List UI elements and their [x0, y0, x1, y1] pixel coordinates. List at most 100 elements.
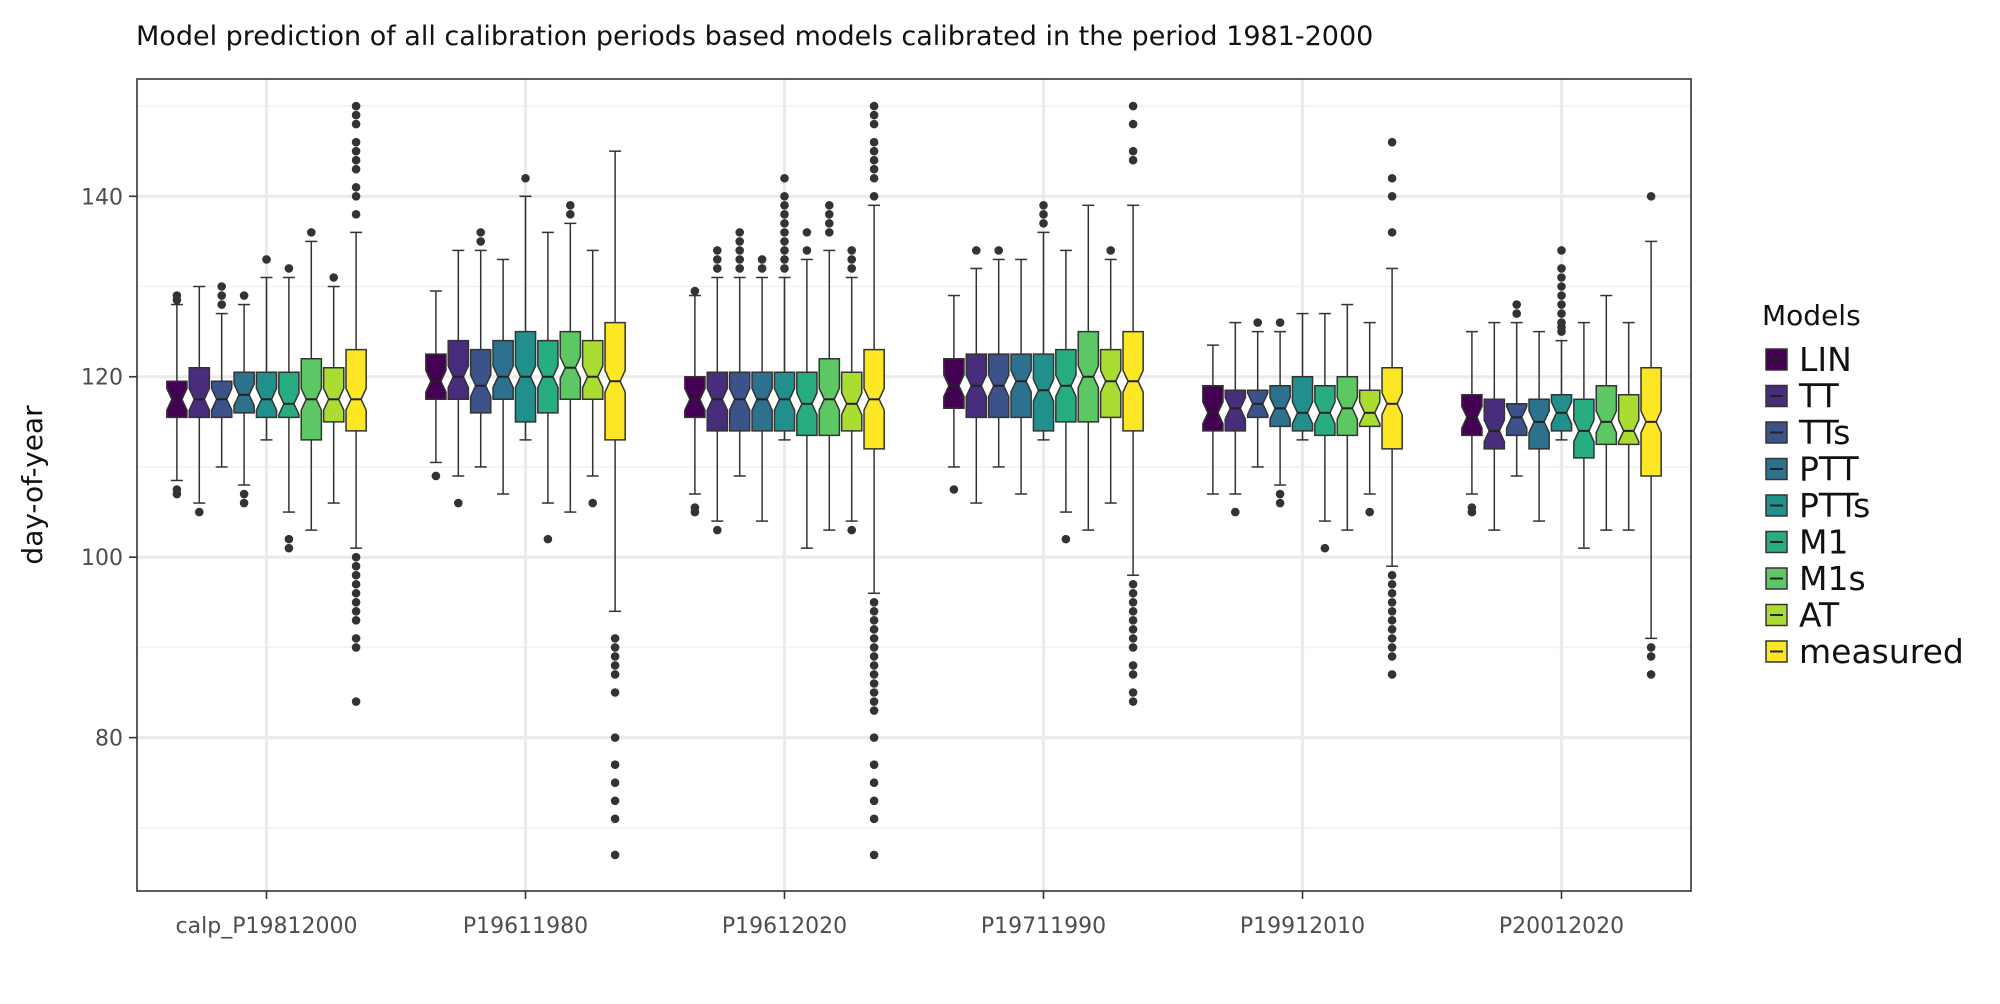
- legend-label: PTT: [1799, 450, 1859, 489]
- outlier-point: [869, 670, 879, 679]
- outlier-point: [1387, 652, 1397, 661]
- box-AT: [1099, 246, 1122, 504]
- outlier-point: [869, 796, 879, 806]
- box-TTs: [469, 228, 492, 468]
- legend-item-PTT: PTT: [1765, 450, 1859, 489]
- outlier-point: [566, 201, 575, 210]
- outlier-point: [1275, 498, 1285, 508]
- outlier-point: [847, 246, 856, 255]
- outlier-point: [1387, 616, 1397, 625]
- box-body: [1528, 398, 1550, 450]
- box-TTs: [1246, 318, 1269, 468]
- outlier-point: [869, 679, 879, 688]
- legend-item-TTs: TTs: [1765, 413, 1850, 452]
- outlier-point: [1557, 300, 1566, 309]
- outlier-point: [543, 534, 553, 544]
- grid-layer: [137, 79, 1691, 891]
- outlier-point: [1128, 625, 1138, 634]
- outlier-point: [1106, 246, 1115, 255]
- outlier-point: [431, 471, 441, 481]
- outlier-point: [869, 733, 879, 742]
- axis-layer: 80 100 120 140 calp_P19812000 P19611980 P19612…: [81, 185, 1624, 939]
- outlier-point: [869, 616, 879, 625]
- outlier-point: [780, 228, 789, 237]
- outlier-point: [1128, 697, 1138, 706]
- outlier-point: [610, 661, 620, 670]
- outlier-point: [1253, 318, 1262, 327]
- box-body: [1224, 389, 1247, 432]
- box-TT: [965, 246, 988, 504]
- box-body: [447, 339, 470, 401]
- outlier-point: [869, 164, 879, 174]
- outlier-point: [1387, 588, 1397, 598]
- outlier-point: [869, 643, 879, 652]
- box-body: [322, 366, 345, 423]
- box-body: [425, 353, 447, 401]
- outlier-point: [825, 228, 834, 237]
- outlier-point: [869, 661, 879, 670]
- outlier-point: [847, 264, 856, 273]
- outlier-point: [847, 255, 856, 264]
- box-body: [1595, 385, 1618, 446]
- box-body: [1032, 353, 1055, 432]
- outlier-point: [802, 228, 812, 237]
- plot-panel: [137, 79, 1691, 891]
- outlier-point: [1128, 146, 1138, 156]
- outlier-point: [735, 228, 744, 237]
- outlier-point: [869, 119, 879, 129]
- outlier-point: [1128, 588, 1138, 598]
- y-tick-label: 140: [81, 185, 123, 210]
- outlier-point: [869, 155, 879, 165]
- outlier-point: [713, 255, 722, 264]
- outlier-point: [351, 607, 361, 616]
- outlier-point: [1039, 219, 1048, 228]
- box-body: [1336, 375, 1359, 437]
- outlier-point: [610, 733, 620, 742]
- outlier-point: [1039, 201, 1048, 210]
- legend-label: TT: [1798, 377, 1840, 416]
- box-body: [751, 371, 773, 432]
- outlier-point: [172, 291, 182, 300]
- outlier-point: [1387, 173, 1397, 183]
- outlier-point: [1387, 634, 1397, 643]
- box-body: [1099, 348, 1122, 419]
- box-body: [1269, 385, 1291, 428]
- box-M1s: [1336, 303, 1359, 531]
- outlier-point: [1128, 616, 1138, 625]
- outlier-point: [351, 101, 361, 111]
- outlier-point: [825, 210, 834, 219]
- outlier-point: [735, 246, 744, 255]
- box-measured: [863, 101, 885, 860]
- outlier-point: [351, 697, 361, 706]
- outlier-point: [521, 173, 530, 183]
- outlier-point: [869, 191, 879, 201]
- legend-label: measured: [1799, 632, 1964, 671]
- outlier-point: [610, 814, 620, 824]
- box-TTs: [987, 246, 1010, 468]
- outlier-point: [825, 219, 834, 228]
- outlier-point: [1557, 246, 1566, 255]
- outlier-point: [1467, 503, 1477, 512]
- outlier-point: [869, 101, 879, 111]
- box-PTT: [1010, 258, 1032, 495]
- outlier-point: [610, 670, 620, 679]
- outlier-point: [1128, 607, 1138, 616]
- x-tick-label: P19612020: [722, 914, 847, 939]
- box-measured: [1640, 191, 1662, 679]
- box-body: [1573, 398, 1595, 459]
- outlier-point: [1387, 643, 1397, 652]
- box-LIN: [166, 291, 188, 499]
- y-tick-label: 100: [81, 546, 123, 571]
- outlier-point: [610, 778, 620, 788]
- box-body: [581, 339, 604, 401]
- box-PTT: [1528, 330, 1550, 522]
- box-TT: [1224, 321, 1247, 517]
- box-TT: [447, 249, 470, 508]
- outlier-point: [802, 246, 812, 255]
- box-body: [1010, 353, 1032, 419]
- outlier-point: [780, 246, 789, 255]
- outlier-point: [351, 210, 361, 219]
- box-M1: [537, 231, 559, 544]
- outlier-point: [1387, 579, 1397, 589]
- outlier-point: [757, 255, 767, 264]
